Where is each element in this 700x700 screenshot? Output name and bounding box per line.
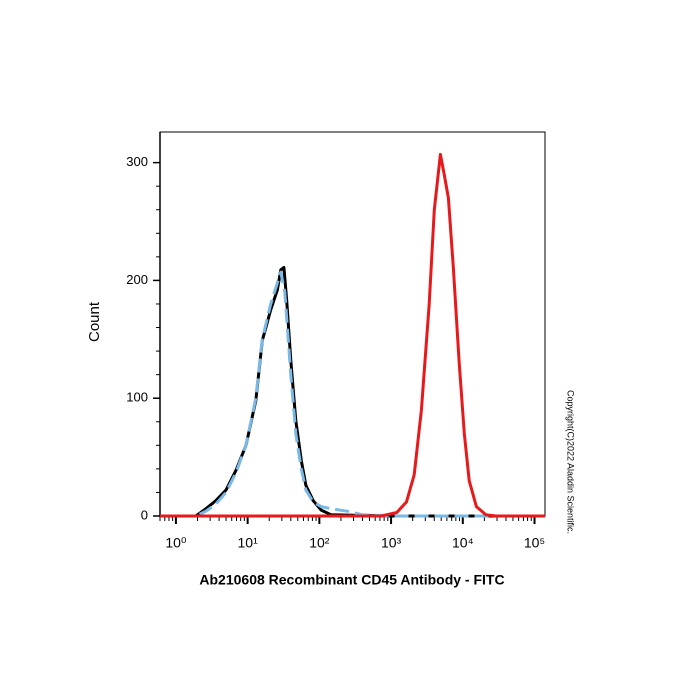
x-tick-label: 10²: [309, 535, 330, 551]
y-tick-label: 200: [126, 272, 148, 287]
copyright: Copyright(C)2022 Aladdin Scientific.: [566, 390, 576, 534]
y-tick-label: 0: [141, 507, 148, 522]
histogram-line: [160, 152, 545, 518]
x-tick-label: 10³: [381, 535, 402, 551]
x-tick-label: 10⁴: [452, 535, 474, 551]
y-tick-label: 100: [126, 390, 148, 405]
x-tick-label: 10⁰: [165, 535, 187, 551]
y-axis-label: Count: [86, 301, 103, 342]
plot-frame: [159, 131, 546, 517]
x-tick-label: 10⁵: [524, 535, 545, 551]
histogram-line: [188, 266, 535, 518]
y-tick-label: 300: [126, 154, 148, 169]
x-axis-label: Ab210608 Recombinant CD45 Antibody - FIT…: [199, 572, 504, 588]
histogram-line: [160, 270, 545, 518]
x-tick-label: 10¹: [238, 535, 259, 551]
